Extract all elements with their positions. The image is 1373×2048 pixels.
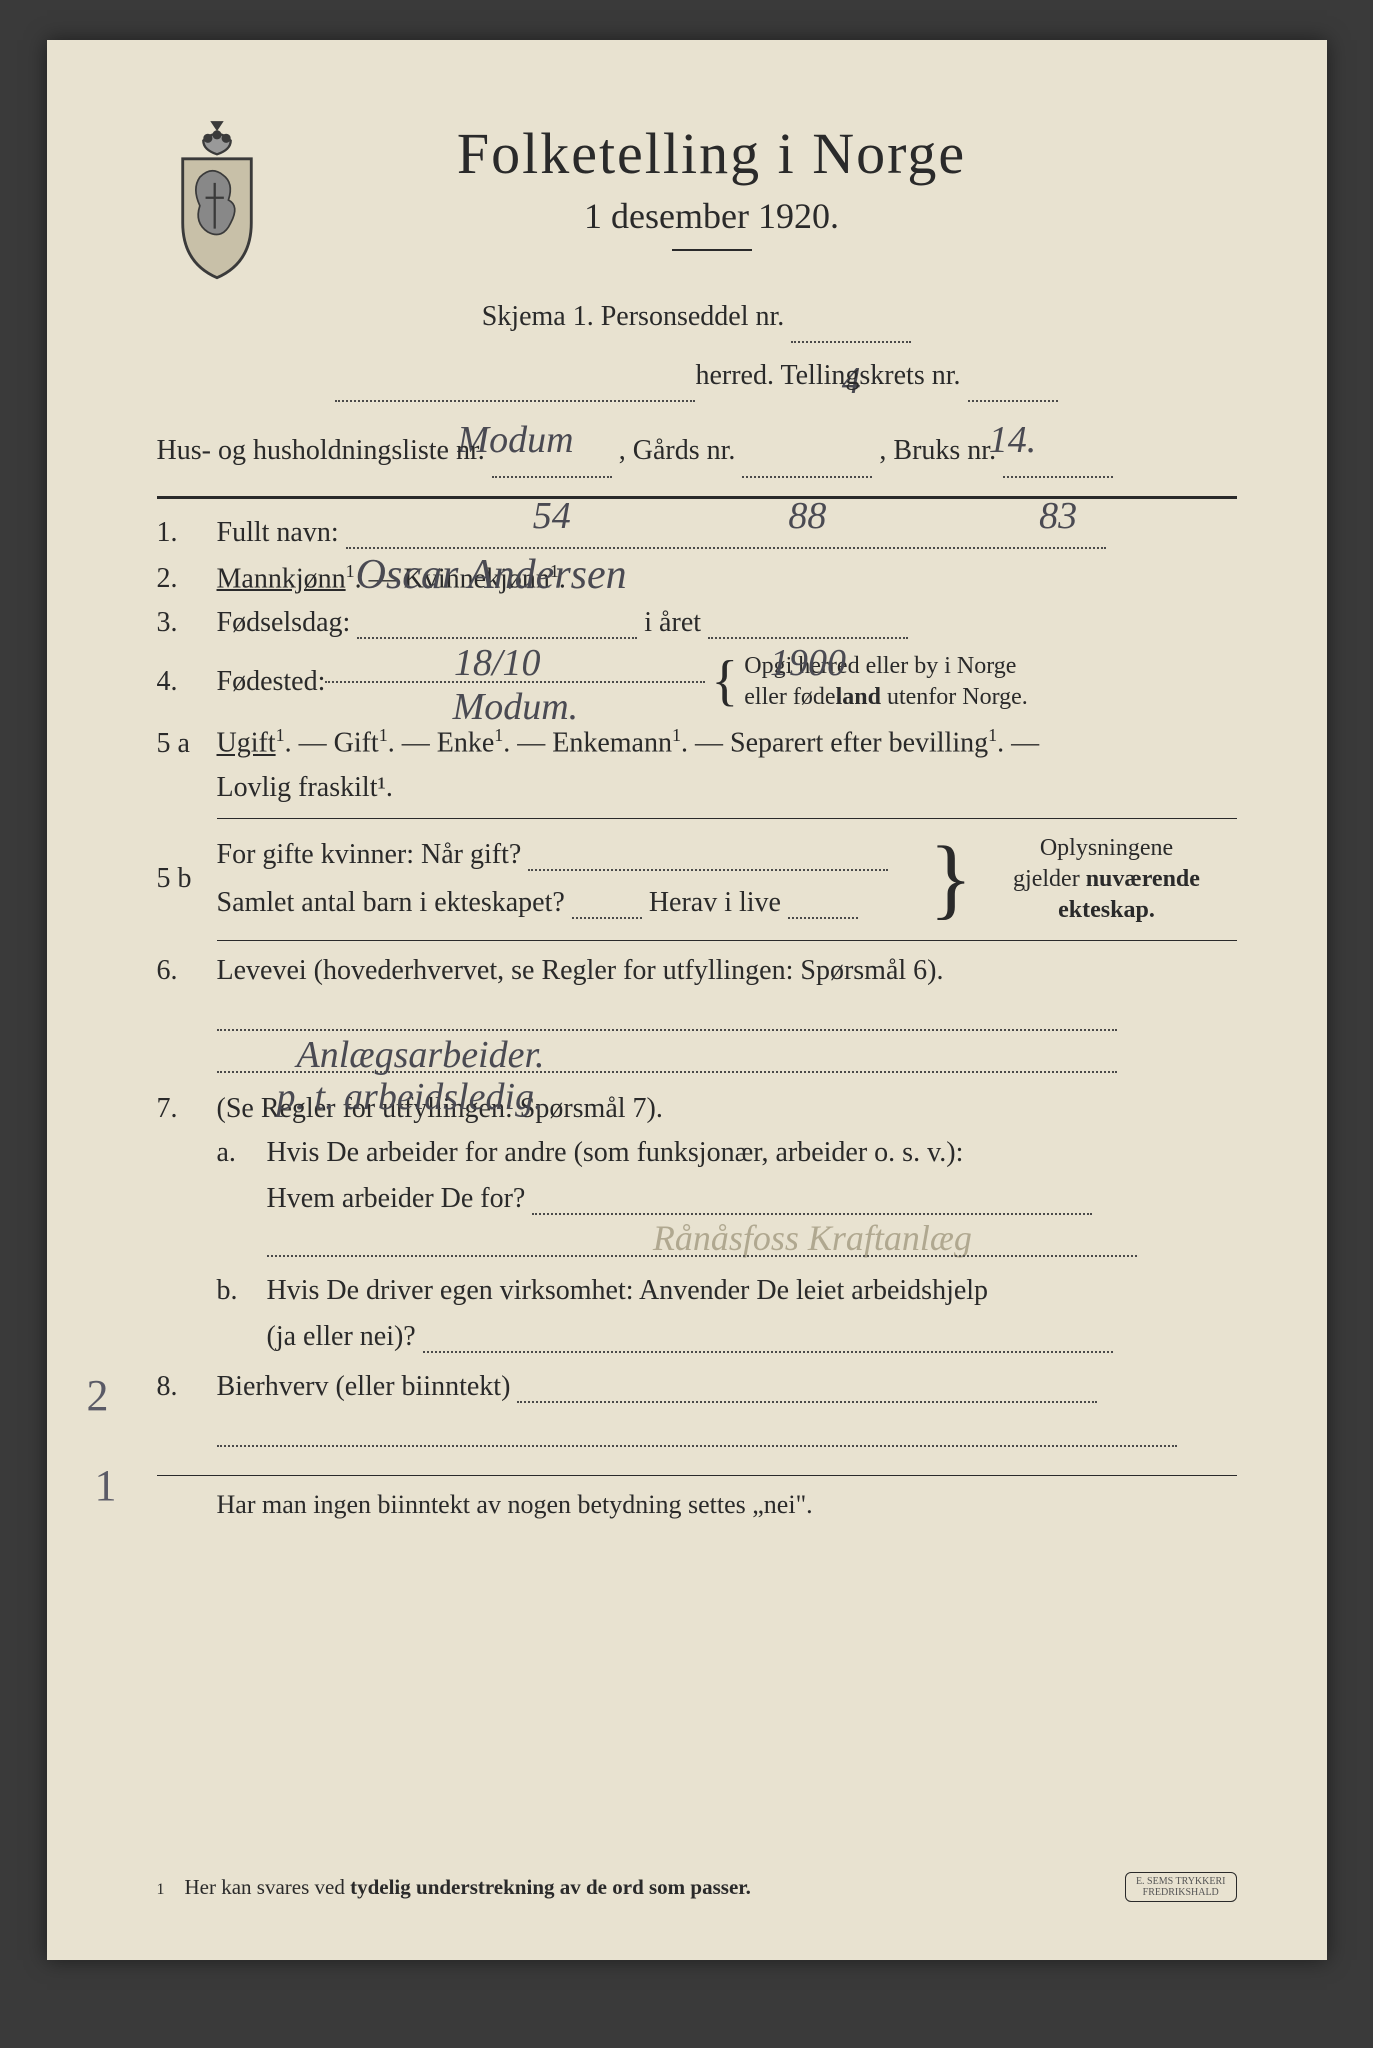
bruks-label: , Bruks nr. [879,435,996,466]
q5b-l2a: Samlet antal barn i ekteskapet? [217,887,565,918]
brace-icon: { [711,665,738,699]
q5b-l1: For gifte kvinner: Når gift? [217,839,522,870]
blank [572,917,642,919]
subtitle: 1 desember 1920. [307,195,1117,237]
blank [528,869,888,871]
blank [267,1233,1137,1257]
sb2: gjelder [1013,866,1086,892]
q8-label: Bierhverv (eller biinntekt) [217,1371,511,1402]
q7b-l1: Hvis De driver egen virksomhet: Anvender… [267,1275,1237,1307]
title-block: Folketelling i Norge 1 desember 1920. [307,120,1237,271]
footnote-text: Her kan svares ved [185,1875,351,1899]
q7b: b. Hvis De driver egen virksomhet: Anven… [217,1275,1237,1353]
blank [517,1401,1097,1403]
margin-note-1: 1 [95,1460,117,1511]
q8-num: 8. [157,1371,217,1403]
q5b-num: 5 b [157,863,217,895]
husliste-line: Hus- og husholdningsliste nr. 54 , Gårds… [157,424,1237,477]
q4-side2c: utenfor Norge. [881,684,1028,710]
q3-label: Fødselsdag: [217,607,351,638]
q8: 8. Bierhverv (eller biinntekt) [157,1371,1237,1403]
q7a-l2: Hvem arbeider De for? [267,1183,526,1214]
divider [217,940,1237,941]
census-form-page: Folketelling i Norge 1 desember 1920. Sk… [47,40,1327,1960]
q4-label: Fødested: [217,666,326,698]
q1-label: Fullt navn: [217,517,339,548]
stamp-l2: FREDRIKSHALD [1143,1887,1219,1898]
blank [788,917,858,919]
q5b-sidenote: Oplysningene gjelder nuværende ekteskap. [977,833,1237,927]
q5a-line2: Lovlig fraskilt¹. [157,772,1237,804]
q4-num: 4. [157,666,217,698]
q5b-l2b: Herav i live [649,887,781,918]
q7b-num: b. [217,1275,267,1307]
sb1: Oplysningene [1040,835,1173,861]
q7a-l1: Hvis De arbeider for andre (som funksjon… [267,1137,1237,1169]
coat-of-arms-icon [157,120,277,280]
q6-num: 6. [157,955,217,987]
header: Folketelling i Norge 1 desember 1920. [157,120,1237,280]
brace-icon: } [929,852,972,906]
divider [217,818,1237,819]
sup: 1 [346,561,355,581]
gards-label: , Gårds nr. [619,435,736,466]
margin-note-2: 2 [87,1370,109,1421]
footer-note: Har man ingen biinntekt av nogen betydni… [157,1490,1237,1520]
footnote-num: 1 [157,1881,165,1899]
q6-label: Levevei (hovederhvervet, se Regler for u… [217,955,1237,987]
q4-side2a: eller føde [744,684,835,710]
q4-side2b: land [836,684,881,710]
q8-blank [157,1415,1237,1447]
herred-suffix: herred. Tellingskrets nr. [695,360,960,391]
main-title: Folketelling i Norge [307,120,1117,187]
q5b: 5 b For gifte kvinner: Når gift? Samlet … [157,833,1237,927]
q3: 3. Fødselsdag: 18/10 i året 1900 [157,607,1237,639]
sb2b: nuværende [1086,866,1200,892]
q2-mannkjonn: Mannkjønn [217,563,346,594]
herred-line: Modum herred. Tellingskrets nr. 14. [157,349,1237,402]
q7a-num: a. [217,1137,267,1169]
sb3: ekteskap. [1058,897,1155,923]
q5a: 5 a Ugift1. — Gift1. — Enke1. — Enkemann… [157,725,1237,759]
q2-num: 2. [157,563,217,595]
divider [157,1475,1237,1476]
q6-answer: Anlægsarbeider. [157,999,1237,1031]
q5a-line2-text: Lovlig fraskilt¹. [217,772,393,803]
q6: 6. Levevei (hovederhvervet, se Regler fo… [157,955,1237,987]
q3-mid: i året [644,607,701,638]
footnote: 1 Her kan svares ved tydelig understrekn… [157,1875,1237,1900]
q7b-l2: (ja eller nei)? [267,1321,416,1352]
q7a: a. Hvis De arbeider for andre (som funks… [217,1137,1237,1257]
q2: 2. Mannkjønn1. — Kvinnekjønn1. [157,561,1237,595]
skjema-line: Skjema 1. Personseddel nr. 4 [157,290,1237,343]
husliste-label: Hus- og husholdningsliste nr. [157,435,485,466]
skjema-label: Skjema 1. Personseddel nr. [482,301,785,332]
blank [217,1425,1177,1447]
q5a-num: 5 a [157,728,217,760]
q7-num: 7. [157,1093,217,1125]
rule [672,249,752,251]
blank [423,1351,1113,1353]
q3-num: 3. [157,607,217,639]
printer-stamp: E. SEMS TRYKKERI FREDRIKSHALD [1125,1872,1237,1902]
q4: 4. Fødested: Modum. { Opgi herred eller … [157,651,1237,713]
stamp-l1: E. SEMS TRYKKERI [1136,1876,1226,1887]
footnote-bold: tydelig understrekning av de ord som pas… [350,1875,751,1899]
q1-num: 1. [157,517,217,549]
